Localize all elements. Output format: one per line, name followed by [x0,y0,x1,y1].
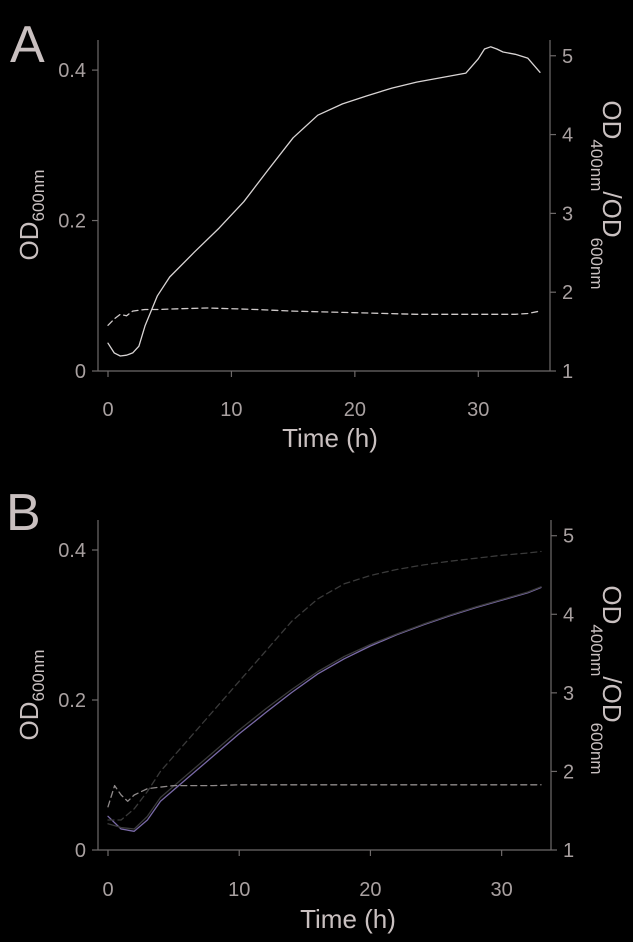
right-tick-label: 2 [563,761,574,783]
series-line-1 [107,586,542,832]
panel-a: A 0 10 20 30 0 0.2 0.4 1 2 3 4 5 Time (h) OD600nm O… [10,16,627,453]
left-tick-label: 0 [75,361,86,383]
right-tick-label: 4 [563,604,574,626]
x-tick-label: 30 [467,399,489,421]
right-tick-label: 2 [562,282,573,304]
right-tick-label: 1 [563,840,574,862]
x-tick-label: 10 [228,879,250,901]
series-line-4 [107,784,542,808]
right-tick-label: 5 [563,526,574,548]
panel-b-x-axis-label: Time (h) [300,904,396,934]
panel-a-plot-area [97,40,551,372]
series-line-2 [107,307,541,326]
right-tick-label: 3 [563,683,574,705]
series-line-1 [107,46,541,357]
right-tick-label: 3 [562,203,573,225]
panel-a-ticks: 0 10 20 30 0 0.2 0.4 1 2 3 4 5 [58,46,573,421]
left-tick-label: 0 [75,840,86,862]
panel-a-x-axis-label: Time (h) [282,423,378,453]
panel-b-letter: B [6,484,41,542]
panel-b: B 0 10 20 30 0 0.2 0.4 1 2 3 4 5 Time (h) OD600nm O… [6,484,627,934]
series-line-3 [107,550,542,821]
x-tick-label: 10 [220,399,242,421]
series-line-2 [107,586,542,830]
left-tick-label: 0.2 [58,211,86,233]
panel-b-plot-area [97,520,552,851]
panel-a-right-axis-label: OD400nm/OD600nm [587,100,627,289]
left-tick-label: 0.4 [58,540,86,562]
panel-a-left-axis-label: OD600nm [14,170,48,261]
right-tick-label: 1 [562,361,573,383]
left-tick-label: 0.2 [58,690,86,712]
right-tick-label: 4 [562,125,573,147]
panel-a-letter: A [10,16,45,74]
panel-b-ticks: 0 10 20 30 0 0.2 0.4 1 2 3 4 5 [58,526,574,901]
x-tick-label: 0 [102,399,113,421]
x-tick-label: 30 [491,879,513,901]
right-tick-label: 5 [562,46,573,68]
x-tick-label: 20 [359,879,381,901]
x-tick-label: 0 [102,879,113,901]
panel-b-right-axis-label: OD400nm/OD600nm [587,585,627,774]
left-tick-label: 0.4 [58,60,86,82]
x-tick-label: 20 [344,399,366,421]
panel-b-left-axis-label: OD600nm [14,650,48,741]
